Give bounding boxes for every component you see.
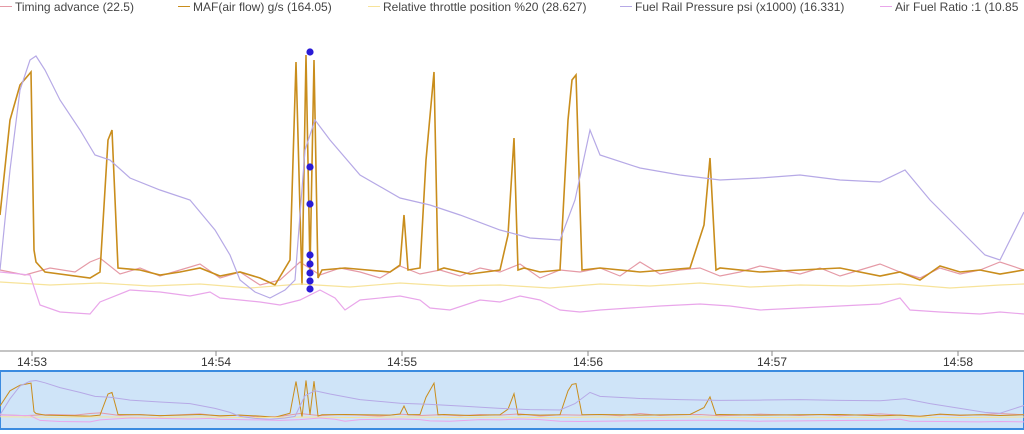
data-marker[interactable] — [306, 163, 314, 171]
data-marker[interactable] — [306, 251, 314, 259]
legend-label: Fuel Rail Pressure psi (x1000) (16.331) — [635, 0, 845, 14]
legend-item[interactable]: Relative throttle position %20 (28.627) — [368, 0, 586, 14]
data-marker[interactable] — [306, 285, 314, 293]
overview-series-line — [0, 380, 1024, 420]
data-marker[interactable] — [306, 260, 314, 268]
legend-swatch — [620, 6, 632, 8]
x-tick-label: 14:55 — [387, 355, 417, 369]
legend-swatch — [880, 6, 892, 8]
series-line — [0, 54, 1024, 287]
legend-swatch — [368, 6, 380, 8]
x-tick-label: 14:54 — [201, 355, 231, 369]
data-marker[interactable] — [306, 200, 314, 208]
x-axis-ticks: 14:53 14:54 14:55 14:56 14:57 14:58 — [17, 351, 973, 369]
series-line — [0, 271, 1024, 315]
series-line — [0, 281, 1024, 289]
series-line — [0, 257, 1024, 286]
data-marker[interactable] — [306, 48, 314, 56]
data-marker[interactable] — [306, 277, 314, 285]
main-chart[interactable]: 14:53 14:54 14:55 14:56 14:57 14:58 — [0, 14, 1024, 370]
data-marker[interactable] — [306, 269, 314, 277]
legend-swatch — [0, 6, 12, 8]
legend-item[interactable]: Timing advance (22.5) — [0, 0, 134, 14]
legend-item[interactable]: MAF(air flow) g/s (164.05) — [178, 0, 332, 14]
x-tick-label: 14:56 — [573, 355, 603, 369]
legend-label: Timing advance (22.5) — [15, 0, 134, 14]
legend-label: Air Fuel Ratio :1 (10.85 — [895, 0, 1019, 14]
legend-swatch — [178, 6, 190, 8]
x-tick-label: 14:53 — [17, 355, 47, 369]
overview-series — [0, 380, 1024, 423]
data-markers — [306, 48, 314, 293]
legend-item[interactable]: Fuel Rail Pressure psi (x1000) (16.331) — [620, 0, 844, 14]
overview-series-line — [0, 380, 1024, 418]
overview-series-line — [0, 416, 1024, 419]
series-line — [0, 55, 1024, 299]
legend-label: MAF(air flow) g/s (164.05) — [193, 0, 332, 14]
series-lines — [0, 54, 1024, 315]
overview-series-line — [0, 414, 1024, 423]
x-tick-label: 14:57 — [757, 355, 787, 369]
chart-legend: Timing advance (22.5) MAF(air flow) g/s (… — [0, 0, 1024, 14]
x-tick-label: 14:58 — [943, 355, 973, 369]
legend-label: Relative throttle position %20 (28.627) — [383, 0, 587, 14]
legend-item[interactable]: Air Fuel Ratio :1 (10.85 — [880, 0, 1018, 14]
overview-navigator[interactable] — [0, 370, 1024, 432]
